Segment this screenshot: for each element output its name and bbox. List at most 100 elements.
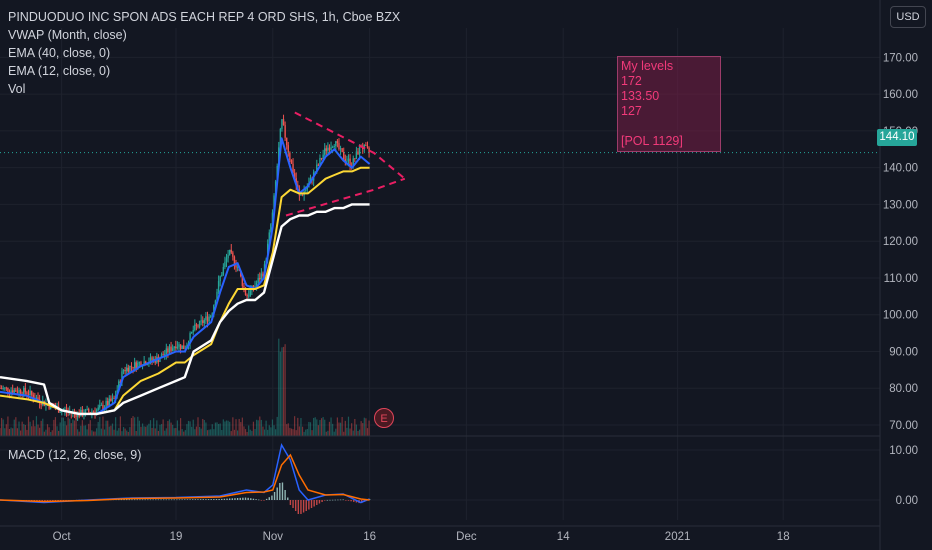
- macd-histogram-bar: [60, 500, 62, 501]
- volume-bar: [4, 428, 6, 436]
- volume-bar: [103, 429, 106, 436]
- macd-histogram-bar: [147, 499, 149, 501]
- volume-bar: [252, 421, 255, 436]
- volume-bar: [129, 427, 131, 436]
- candle-body: [94, 411, 96, 414]
- volume-bar: [149, 420, 152, 436]
- last-price-tag: 144.10: [877, 129, 917, 146]
- volume-bar: [221, 430, 223, 436]
- volume-bar: [94, 431, 96, 436]
- symbol-title[interactable]: PINDUODUO INC SPON ADS EACH REP 4 ORD SH…: [8, 10, 401, 24]
- volume-bar: [56, 426, 58, 436]
- volume-bar: [159, 424, 161, 436]
- volume-bar: [165, 428, 167, 436]
- candle-body: [320, 157, 323, 159]
- candle-body: [137, 362, 139, 369]
- volume-bar: [138, 420, 140, 436]
- volume-bar: [130, 418, 133, 436]
- currency-button[interactable]: USD: [890, 6, 926, 28]
- volume-bar: [352, 430, 354, 436]
- volume-bar: [289, 427, 291, 436]
- volume-bar: [8, 428, 11, 436]
- candle-body: [105, 401, 107, 408]
- volume-bar: [113, 429, 115, 436]
- candle-body: [262, 273, 264, 277]
- macd-histogram-bar: [234, 498, 236, 500]
- volume-bar: [351, 423, 353, 436]
- macd-histogram-bar: [152, 499, 154, 501]
- macd-histogram-bar: [326, 499, 329, 501]
- volume-bar: [246, 431, 248, 436]
- candle-body: [122, 369, 125, 372]
- macd-tick-label: 10.00: [889, 445, 918, 457]
- volume-bar: [240, 422, 242, 436]
- study-ema40[interactable]: EMA (40, close, 0): [8, 46, 111, 60]
- candle-body: [118, 381, 120, 391]
- volume-bar: [192, 419, 194, 436]
- study-ema12[interactable]: EMA (12, close, 0): [8, 64, 111, 78]
- study-volume[interactable]: Vol: [8, 82, 26, 96]
- candle-body: [249, 290, 251, 296]
- volume-bar: [276, 416, 278, 436]
- candle-body: [130, 366, 133, 367]
- volume-bar: [179, 418, 182, 436]
- volume-bar: [48, 427, 50, 436]
- candle-body: [325, 148, 328, 151]
- volume-bar: [65, 425, 68, 436]
- macd-histogram-bar: [41, 500, 43, 501]
- candle-body: [140, 362, 142, 367]
- candle-body: [181, 345, 183, 349]
- candle-body: [197, 325, 199, 327]
- macd-legend[interactable]: MACD (12, 26, close, 9): [8, 448, 142, 462]
- candle-body: [319, 157, 321, 165]
- time-tick-label: 2021: [665, 531, 691, 543]
- earnings-marker[interactable]: E: [374, 408, 394, 428]
- candle-body: [170, 346, 172, 351]
- macd-histogram-bar: [160, 499, 162, 501]
- volume-bar: [51, 430, 53, 436]
- volume-bar: [195, 426, 198, 436]
- levels-note[interactable]: My levels 172 133.50 127 [POL 1129]: [617, 56, 721, 152]
- candle-body: [292, 163, 294, 174]
- volume-bar: [294, 416, 296, 436]
- macd-histogram-bar: [305, 500, 307, 511]
- volume-bar: [300, 418, 302, 436]
- price-grid: [0, 28, 880, 520]
- macd-histogram-bar: [176, 499, 178, 501]
- volume-bar: [164, 430, 166, 436]
- candle-body: [135, 362, 137, 369]
- signal-line: [0, 453, 370, 503]
- macd-histogram-bar: [297, 500, 300, 514]
- volume-bar: [69, 418, 71, 436]
- volume-bar: [181, 429, 183, 436]
- volume-bar: [213, 429, 215, 436]
- volume-bar: [29, 421, 31, 436]
- macd-histogram-bar: [300, 500, 302, 514]
- macd-pane: [0, 442, 371, 514]
- macd-histogram-bar: [128, 499, 131, 501]
- candle-body: [92, 411, 95, 413]
- candle-body: [281, 119, 283, 129]
- study-vwap[interactable]: VWAP (Month, close): [8, 28, 127, 42]
- volume-bar: [107, 420, 109, 436]
- volume-bar: [37, 424, 39, 436]
- candle-body: [290, 160, 293, 164]
- macd-histogram-bar: [342, 499, 344, 501]
- pattern-annotations[interactable]: [285, 111, 406, 217]
- macd-histogram-bar: [157, 499, 160, 501]
- macd-histogram-bar: [46, 500, 49, 501]
- macd-histogram-bar: [221, 498, 223, 500]
- volume-bar: [268, 425, 270, 436]
- candle-body: [24, 387, 27, 393]
- volume-bar: [54, 417, 57, 436]
- volume-bar: [145, 426, 147, 436]
- candle-body: [357, 151, 359, 155]
- volume-bar: [84, 425, 87, 436]
- candle-body: [352, 158, 354, 167]
- candle-body: [37, 397, 39, 400]
- macd-histogram-bar: [197, 499, 199, 500]
- volume-bar: [271, 419, 274, 436]
- volume-bar: [230, 431, 232, 436]
- volume-bar: [198, 426, 201, 436]
